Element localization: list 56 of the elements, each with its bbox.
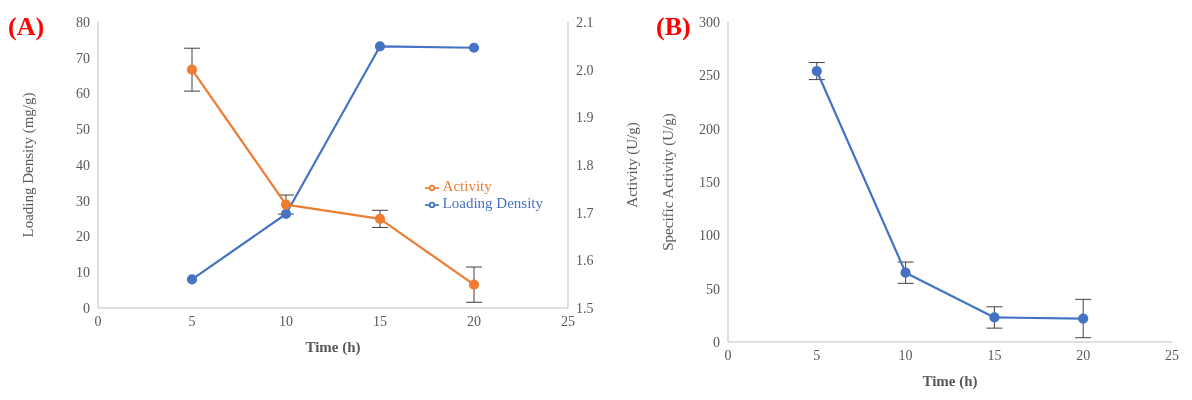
point	[900, 267, 911, 278]
y-tick-label: 200	[699, 121, 720, 137]
y-tick-label: 250	[699, 68, 720, 84]
y2-tick-label: 1.8	[576, 157, 594, 173]
x-tick-label: 10	[898, 347, 913, 363]
y-tick-label: 50	[706, 281, 720, 297]
y-tick-label: 0	[83, 300, 90, 316]
legend-label: Loading Density	[442, 195, 543, 211]
y-tick-label: 0	[713, 334, 720, 350]
y-tick-label: 80	[76, 14, 90, 30]
point	[811, 65, 822, 77]
y-tick-label: 40	[76, 157, 90, 173]
y-tick-label: 100	[699, 228, 720, 244]
x-tick-label: 15	[987, 347, 1002, 363]
y2-tick-label: 1.7	[576, 205, 594, 221]
point	[374, 213, 386, 224]
x-tick-label: 25	[561, 313, 575, 329]
x-tick-label: 20	[467, 313, 481, 329]
y-tick-label: 60	[76, 86, 90, 102]
chart-title: (B)	[656, 12, 691, 42]
point	[374, 41, 386, 52]
y-axis-title: Specific Activity (U/g)	[660, 113, 678, 251]
y2-tick-label: 1.9	[576, 110, 594, 126]
x-tick-label: 25	[1165, 347, 1179, 363]
point	[186, 274, 198, 285]
legend-label: Activity	[442, 178, 492, 194]
point	[989, 312, 1000, 323]
x-tick-label: 0	[94, 313, 102, 329]
y-tick-label: 10	[76, 265, 90, 281]
y-tick-label: 300	[699, 14, 720, 30]
x-tick-label: 5	[813, 347, 821, 363]
y-tick-label: 20	[76, 229, 90, 245]
x-tick-label: 20	[1076, 347, 1091, 363]
point	[1078, 313, 1089, 324]
x-axis-title: Time (h)	[922, 373, 978, 390]
y2-tick-label: 2.1	[576, 14, 594, 30]
y2-tick-label: 1.6	[576, 253, 594, 269]
y-tick-label: 150	[699, 174, 720, 190]
point	[186, 64, 198, 75]
chart-title: (A)	[8, 12, 45, 42]
y2-axis-title: Activity (U/g)	[624, 122, 642, 208]
x-axis-title: Time (h)	[305, 339, 361, 356]
y-tick-label: 30	[76, 193, 90, 209]
y-tick-label: 70	[76, 50, 90, 66]
y-axis-title: Loading Density (mg/g)	[20, 92, 38, 238]
x-tick-label: 0	[724, 347, 732, 363]
x-tick-label: 10	[279, 313, 293, 329]
y2-tick-label: 1.5	[576, 300, 594, 316]
x-tick-label: 15	[373, 313, 387, 329]
point	[280, 199, 292, 210]
y2-tick-label: 2.0	[576, 62, 594, 78]
point	[468, 279, 480, 290]
point	[280, 208, 292, 220]
point	[468, 42, 480, 53]
x-tick-label: 5	[188, 313, 196, 329]
y-tick-label: 50	[76, 122, 90, 138]
